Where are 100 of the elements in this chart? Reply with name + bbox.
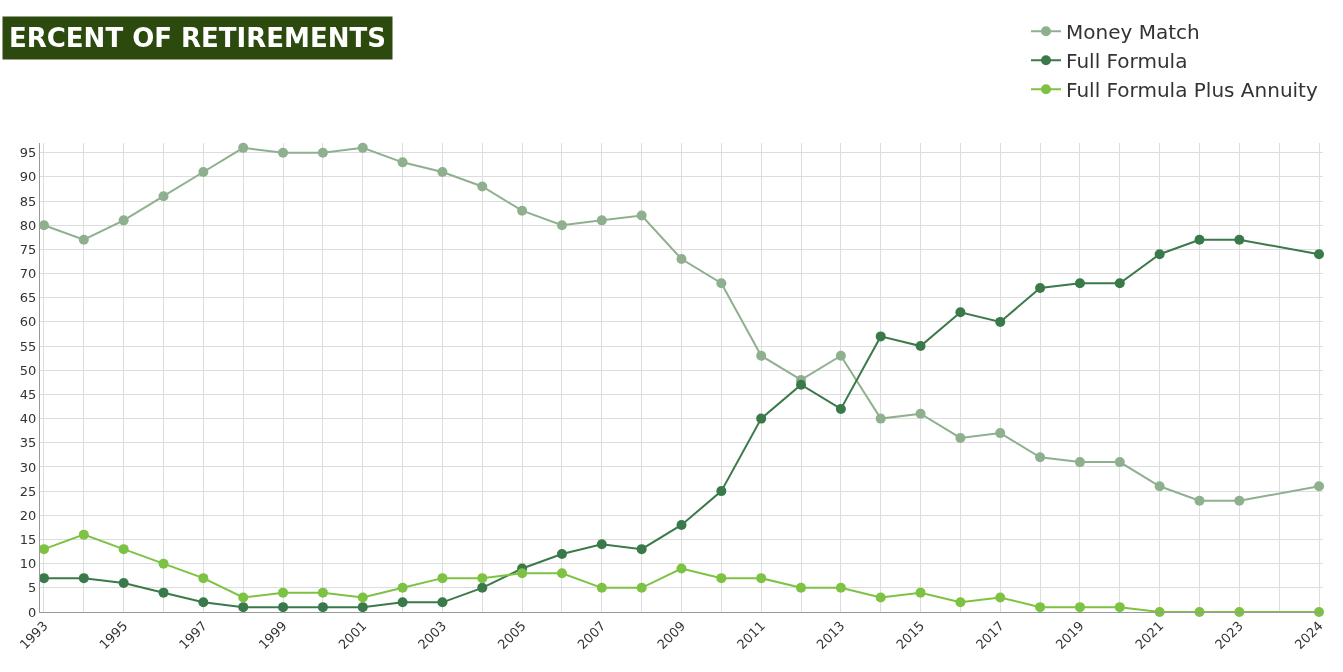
y-tick-label: 20 (19, 507, 37, 523)
point (1154, 249, 1165, 260)
point (238, 602, 249, 613)
point (995, 316, 1006, 327)
point (796, 379, 807, 390)
chart-title: ERCENT OF RETIREMENTS (9, 23, 386, 53)
point (158, 191, 169, 202)
point (477, 573, 488, 584)
y-tick-label: 30 (19, 459, 37, 475)
point (1114, 602, 1125, 613)
point (238, 592, 249, 603)
y-tick-label: 60 (19, 314, 37, 330)
point (955, 307, 966, 318)
point (198, 167, 209, 178)
point (1314, 607, 1325, 617)
point (278, 147, 289, 158)
point (1074, 278, 1085, 289)
point (676, 254, 687, 265)
y-tick-label: 40 (19, 411, 37, 427)
point (397, 157, 408, 168)
y-tick-label: 90 (19, 169, 37, 185)
point (118, 577, 129, 588)
legend-label: Full Formula Plus Annuity (1066, 77, 1318, 102)
point (995, 428, 1006, 439)
point (317, 587, 328, 598)
point (1074, 602, 1085, 613)
point (636, 210, 647, 221)
point (556, 220, 567, 231)
point (357, 142, 368, 153)
y-tick-label: 75 (19, 241, 37, 257)
point (835, 582, 846, 593)
y-tick-label: 10 (19, 556, 37, 572)
point (517, 568, 528, 579)
y-tick-label: 65 (19, 290, 37, 306)
point (38, 573, 49, 584)
point (1114, 278, 1125, 289)
point (596, 539, 607, 550)
point (636, 582, 647, 593)
y-tick-label: 80 (19, 217, 37, 233)
point (835, 403, 846, 414)
y-tick-label: 45 (19, 386, 37, 402)
point (437, 167, 448, 178)
point (278, 587, 289, 598)
point (875, 331, 886, 342)
point (756, 573, 767, 584)
point (357, 592, 368, 603)
point (477, 181, 488, 192)
point (158, 558, 169, 569)
point (1154, 481, 1165, 492)
point (1234, 495, 1245, 506)
point (995, 592, 1006, 603)
point (716, 278, 727, 289)
point (556, 548, 567, 559)
point (676, 519, 687, 530)
point (517, 205, 528, 216)
y-tick-label: 0 (28, 604, 37, 620)
point (596, 582, 607, 593)
y-tick-label: 5 (28, 580, 37, 596)
y-tick-label: 55 (19, 338, 37, 354)
point (397, 582, 408, 593)
point (676, 563, 687, 574)
point (78, 529, 89, 540)
point (875, 413, 886, 424)
y-tick-label: 25 (19, 483, 37, 499)
point (1035, 452, 1046, 463)
point (397, 597, 408, 608)
point (915, 341, 926, 352)
point (1314, 249, 1325, 260)
point (1314, 481, 1325, 492)
point (1194, 234, 1205, 245)
point (118, 544, 129, 555)
point (835, 350, 846, 361)
y-tick-label: 70 (19, 266, 37, 282)
point (158, 587, 169, 598)
point (1114, 457, 1125, 468)
point (716, 486, 727, 497)
point (716, 573, 727, 584)
point (756, 413, 767, 424)
point (357, 602, 368, 613)
point (238, 142, 249, 153)
point (437, 597, 448, 608)
point (796, 582, 807, 593)
y-tick-label: 35 (19, 435, 37, 451)
point (636, 544, 647, 555)
point (78, 573, 89, 584)
point (198, 573, 209, 584)
legend-label: Full Formula (1066, 48, 1188, 73)
point (1074, 457, 1085, 468)
point (38, 220, 49, 231)
point (317, 147, 328, 158)
y-tick-label: 15 (19, 532, 37, 548)
y-tick-label: 50 (19, 362, 37, 378)
point (596, 215, 607, 226)
point (756, 350, 767, 361)
point (1234, 234, 1245, 245)
point (198, 597, 209, 608)
point (556, 568, 567, 579)
legend-label: Money Match (1066, 19, 1200, 44)
point (317, 602, 328, 613)
point (38, 544, 49, 555)
